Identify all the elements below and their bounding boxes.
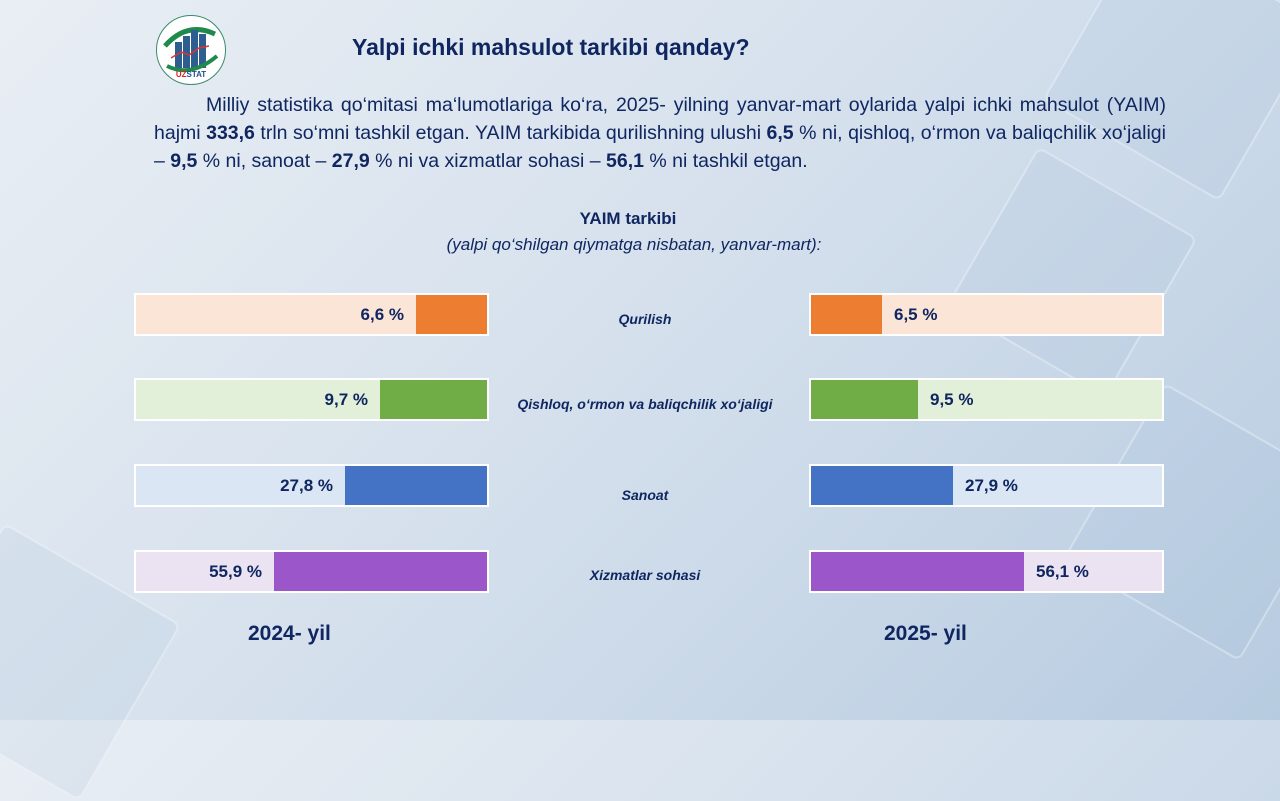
bar-fill: [811, 552, 1024, 591]
category-label: Xizmatlar sohasi: [589, 567, 701, 583]
bar-fill: [811, 295, 882, 334]
bar-fill: [811, 466, 953, 505]
highlight-value: 6,5: [766, 122, 794, 144]
paragraph-text: trln so‘mni tashkil etgan. YAIM tarkibid…: [254, 122, 767, 144]
bar-track: 9,7 %: [134, 378, 489, 421]
data-label: 27,8 %: [280, 476, 333, 495]
bar-fill: [416, 295, 487, 334]
paragraph-text: Milliy statistika qo‘mitasi ma‘lumotlari…: [154, 94, 1166, 144]
highlight-value: 27,9: [331, 150, 370, 172]
bar-fill: [380, 380, 487, 419]
paragraph-text: % ni, qishloq, o‘rmon va baliqchilik xo‘…: [154, 122, 1166, 172]
logo-text: UZSTAT: [175, 70, 207, 79]
uzstat-logo: UZSTAT: [156, 15, 226, 85]
data-label: 6,5 %: [894, 305, 938, 324]
paragraph-text: % ni va xizmatlar sohasi –: [369, 150, 607, 172]
bar-track: 9,5 %: [809, 378, 1164, 421]
category-label: Qurilish: [618, 311, 672, 327]
bar-track: 55,9 %: [134, 550, 489, 593]
bar-track: 6,6 %: [134, 293, 489, 336]
chart-title: YAIM tarkibi: [579, 209, 677, 228]
paragraph-text: % ni tashkil etgan.: [643, 150, 808, 172]
year-label-2025: 2025- yil: [884, 622, 967, 645]
bar-track: 56,1 %: [809, 550, 1164, 593]
data-label: 55,9 %: [209, 562, 262, 581]
bar-fill: [274, 552, 487, 591]
category-label: Qishloq, o‘rmon va baliqchilik xo‘jaligi: [517, 396, 773, 412]
data-label: 9,7 %: [324, 390, 368, 409]
chart-subtitle: (yalpi qo‘shilgan qiymatga nisbatan, yan…: [446, 235, 822, 254]
year-label-2024: 2024- yil: [248, 622, 331, 645]
intro-paragraph: Milliy statistika qo‘mitasi ma‘lumotlari…: [154, 91, 1166, 175]
data-label: 9,5 %: [930, 390, 974, 409]
highlight-value: 9,5: [170, 150, 198, 172]
page-title: Yalpi ichki mahsulot tarkibi qanday?: [352, 34, 750, 60]
data-label: 27,9 %: [965, 476, 1018, 495]
data-label: 56,1 %: [1036, 562, 1089, 581]
bar-fill: [811, 380, 918, 419]
data-label: 6,6 %: [360, 305, 404, 324]
background-hexagon: [946, 146, 1198, 398]
bar-fill: [345, 466, 487, 505]
bar-track: 27,9 %: [809, 464, 1164, 507]
highlight-value: 56,1: [606, 150, 644, 172]
category-label: Sanoat: [621, 487, 669, 503]
highlight-value: 333,6: [206, 122, 255, 144]
bar-track: 27,8 %: [134, 464, 489, 507]
bar-track: 6,5 %: [809, 293, 1164, 336]
background-hexagon: [1062, 382, 1280, 662]
paragraph-text: % ni, sanoat –: [197, 150, 332, 172]
